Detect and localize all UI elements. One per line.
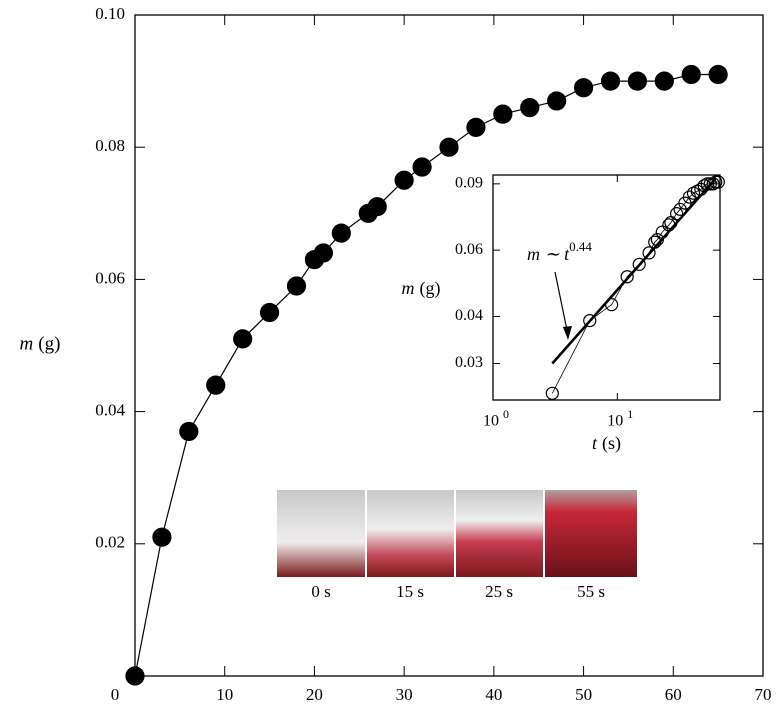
- data-point: [632, 257, 646, 271]
- photo: [367, 490, 454, 577]
- annotation-exponent: 0.44: [569, 239, 592, 254]
- photo-strip: 0 s 15 s 25 s 55 s: [277, 490, 637, 601]
- photo-label: 25 s: [485, 582, 513, 601]
- data-point: [620, 270, 634, 284]
- data-point: [286, 276, 307, 296]
- x-tick-label: 10: [216, 685, 233, 704]
- y-tick-label: 0.03: [455, 354, 483, 371]
- data-point: [681, 64, 701, 85]
- y-tick-label: 0.04: [95, 401, 125, 420]
- annotation-arrowhead: [563, 326, 572, 340]
- x-tick-exponent: 1: [627, 407, 633, 421]
- data-point: [648, 235, 662, 249]
- y-axis-symbol: m: [402, 278, 415, 298]
- data-point: [152, 527, 172, 547]
- x-tick-label: 60: [665, 685, 682, 704]
- plot-frame: [492, 174, 721, 401]
- data-point: [654, 71, 674, 91]
- data-point: [706, 177, 720, 191]
- y-tick-label: 0.10: [95, 4, 125, 23]
- photo-label: 15 s: [396, 582, 424, 601]
- data-point: [331, 223, 351, 243]
- y-tick-label: 0.08: [95, 136, 125, 155]
- data-point: [439, 137, 459, 157]
- data-point: [708, 64, 728, 85]
- data-point: [642, 246, 656, 260]
- photo: [545, 490, 637, 577]
- data-point: [600, 71, 621, 91]
- y-axis-unit: (g): [38, 334, 60, 355]
- x-tick-label: 10: [607, 413, 623, 430]
- photo: [277, 490, 365, 577]
- y-tick-label: 0.02: [95, 533, 125, 552]
- annotation: m ∼ t0.44: [527, 239, 592, 264]
- x-tick-label: 70: [755, 685, 772, 704]
- y-tick-label: 0.06: [455, 241, 483, 258]
- y-tick-label: 0.09: [455, 175, 483, 192]
- data-point: [711, 175, 725, 189]
- data-point: [520, 97, 540, 118]
- data-point: [662, 218, 676, 232]
- data-point: [179, 421, 199, 442]
- data-point: [466, 117, 486, 137]
- plot-frame: [134, 14, 764, 677]
- photo-label: 55 s: [577, 582, 605, 601]
- y-tick-label: 0.06: [95, 268, 125, 287]
- data-point: [697, 179, 711, 193]
- data-point: [493, 104, 513, 124]
- x-axis-symbol: t: [592, 433, 598, 453]
- x-axis-label: t(s): [592, 433, 621, 454]
- data-point: [650, 232, 664, 247]
- y-axis-unit: (g): [420, 278, 441, 299]
- data-point: [627, 71, 648, 91]
- data-point: [412, 157, 432, 177]
- data-point: [573, 78, 594, 98]
- photo-label: 0 s: [311, 582, 330, 601]
- y-tick-label: 0.04: [455, 307, 483, 324]
- data-point: [233, 329, 253, 349]
- x-tick-exponent: 0: [503, 407, 509, 421]
- y-axis-label: m (g): [20, 334, 61, 355]
- x-tick-label: 10: [483, 413, 499, 430]
- x-tick-label: 0: [111, 685, 120, 704]
- data-point: [259, 302, 280, 323]
- data-point: [394, 170, 414, 190]
- data-point: [545, 386, 559, 400]
- x-tick-label: 50: [575, 685, 592, 704]
- data-point: [313, 243, 333, 263]
- data-point: [703, 177, 717, 191]
- data-point: [605, 298, 619, 312]
- annotation-text: m ∼ t: [527, 244, 570, 264]
- data-point: [655, 225, 669, 239]
- data-point: [583, 314, 597, 328]
- y-axis-symbol: m: [20, 334, 34, 355]
- x-tick-label: 40: [485, 685, 502, 704]
- y-axis-label: m (g): [402, 278, 441, 299]
- annotation-arrow: [554, 271, 569, 336]
- x-tick-label: 30: [396, 685, 413, 704]
- data-point: [547, 91, 567, 111]
- data-point: [206, 375, 226, 395]
- data-point: [700, 177, 714, 191]
- data-point: [125, 666, 145, 686]
- x-tick-label: 20: [306, 685, 323, 704]
- data-point: [670, 207, 684, 221]
- x-axis-unit: (s): [602, 433, 621, 454]
- data-point: [367, 197, 387, 217]
- photo: [456, 490, 543, 577]
- fit-line: [551, 177, 717, 365]
